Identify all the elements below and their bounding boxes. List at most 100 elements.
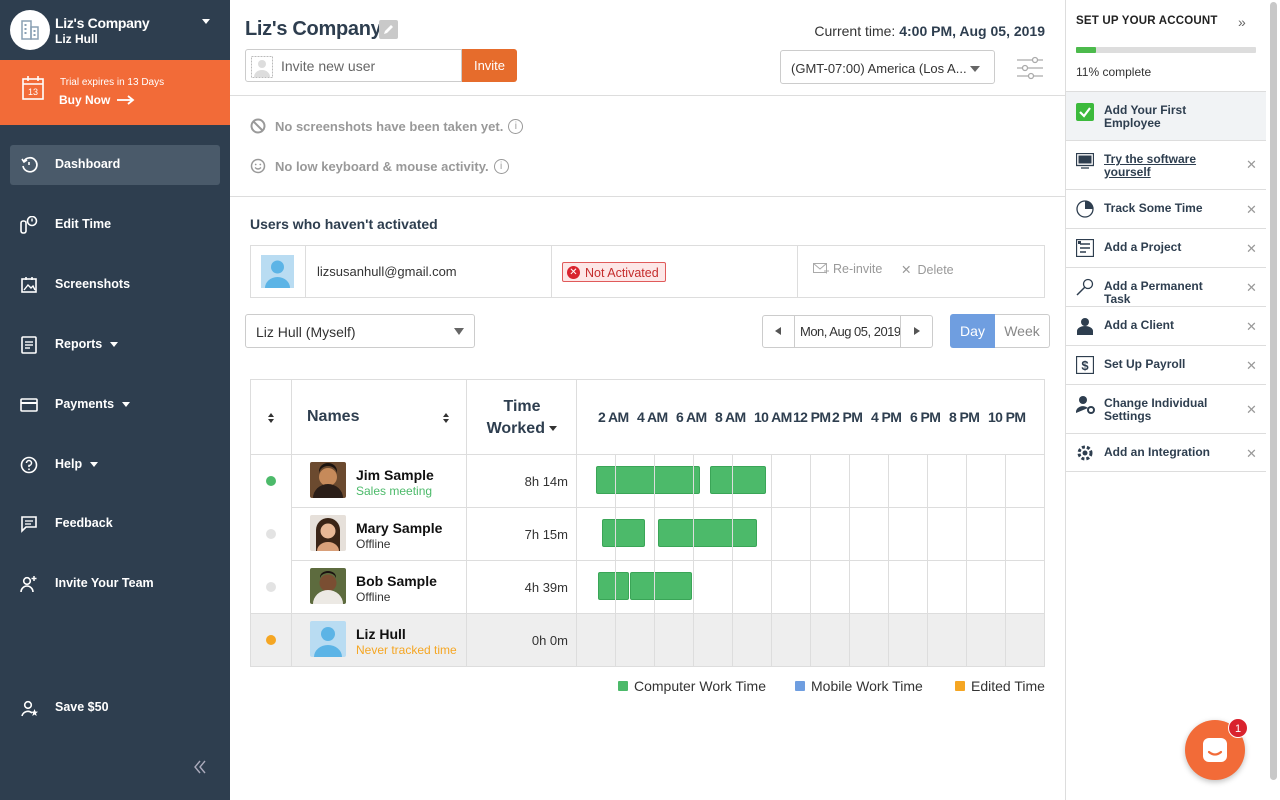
divider bbox=[466, 380, 467, 666]
hour-gridline bbox=[927, 455, 928, 666]
current-user-name: Liz Hull bbox=[55, 31, 98, 46]
project-icon bbox=[1076, 239, 1094, 257]
chevron-down-icon bbox=[90, 462, 99, 468]
chevron-down-icon bbox=[970, 66, 980, 72]
sidebar-item-label: Help bbox=[55, 457, 99, 471]
setup-step-try-software[interactable]: Try the software yourself ✕ bbox=[1066, 140, 1266, 189]
trial-banner[interactable]: 13 Trial expires in 13 Days Buy Now bbox=[0, 60, 230, 125]
time-worked-header[interactable]: Time Worked bbox=[467, 396, 577, 440]
status-dot bbox=[266, 635, 276, 645]
sidebar-item-label: Reports bbox=[55, 337, 119, 351]
sidebar-item-invite-team[interactable]: Invite Your Team bbox=[10, 564, 220, 604]
payments-icon bbox=[20, 398, 38, 412]
employee-status: Never tracked time bbox=[356, 643, 457, 657]
buy-now-link[interactable]: Buy Now bbox=[59, 93, 135, 107]
arrow-right-icon bbox=[117, 95, 135, 105]
close-icon[interactable]: ✕ bbox=[1246, 402, 1257, 417]
no-screenshots-notice: No screenshots have been taken yet. i bbox=[250, 118, 524, 134]
help-icon bbox=[20, 456, 38, 474]
hour-label: 6 AM bbox=[676, 409, 707, 425]
hour-label: 2 AM bbox=[598, 409, 629, 425]
progress-fill bbox=[1076, 47, 1096, 53]
computer-work-bar[interactable] bbox=[710, 466, 766, 494]
settings-sliders-icon[interactable] bbox=[1017, 56, 1043, 80]
pin-icon bbox=[1076, 278, 1094, 296]
hour-gridline bbox=[849, 455, 850, 666]
collapse-sidebar-icon[interactable] bbox=[193, 760, 207, 774]
close-circle-icon: ✕ bbox=[567, 266, 580, 279]
setup-step-track-time[interactable]: Track Some Time ✕ bbox=[1066, 189, 1266, 228]
close-icon[interactable]: ✕ bbox=[1246, 280, 1257, 295]
sidebar-item-label: Edit Time bbox=[55, 217, 112, 231]
week-view-button[interactable]: Week bbox=[995, 314, 1050, 348]
payments-label: Payments bbox=[55, 397, 115, 411]
sidebar-item-reports[interactable]: Reports bbox=[10, 325, 220, 365]
sidebar-item-save[interactable]: Save $50 bbox=[10, 688, 220, 728]
scrollbar-thumb[interactable] bbox=[1270, 2, 1277, 780]
previous-day-button[interactable] bbox=[763, 316, 795, 347]
info-icon[interactable]: i bbox=[493, 158, 509, 174]
company-logo-icon bbox=[10, 10, 50, 50]
computer-work-bar[interactable] bbox=[602, 519, 645, 547]
company-switcher[interactable]: Liz's Company Liz Hull bbox=[0, 0, 230, 60]
chat-icon bbox=[1203, 738, 1227, 762]
close-icon[interactable]: ✕ bbox=[1246, 157, 1257, 172]
table-cell bbox=[552, 246, 798, 297]
no-activity-text: No low keyboard & mouse activity. bbox=[275, 158, 489, 174]
hour-gridline bbox=[732, 455, 733, 666]
setup-step-label: Add a Client bbox=[1104, 318, 1175, 332]
day-view-button[interactable]: Day bbox=[950, 314, 995, 348]
sidebar-item-payments[interactable]: Payments bbox=[10, 385, 220, 425]
computer-work-bar[interactable] bbox=[658, 519, 757, 547]
delete-label: Delete bbox=[917, 263, 954, 277]
timezone-select[interactable]: (GMT-07:00) America (Los A... bbox=[780, 50, 995, 84]
invite-button[interactable]: Invite bbox=[462, 49, 517, 82]
invite-user-input[interactable]: Invite new user bbox=[245, 49, 462, 82]
computer-work-bar[interactable] bbox=[596, 466, 700, 494]
setup-step-individual-settings[interactable]: Change Individual Settings ✕ bbox=[1066, 384, 1266, 433]
close-icon[interactable]: ✕ bbox=[1246, 446, 1257, 461]
employee-name[interactable]: Liz Hull bbox=[356, 626, 406, 642]
names-header[interactable]: Names bbox=[307, 408, 360, 425]
status-badge: ✕ Not Activated bbox=[562, 262, 666, 282]
sidebar-item-feedback[interactable]: Feedback bbox=[10, 504, 220, 544]
computer-work-bar[interactable] bbox=[630, 572, 692, 600]
delete-button[interactable]: ✕ Delete bbox=[901, 262, 954, 277]
setup-step-add-employee[interactable]: Add Your First Employee bbox=[1066, 91, 1266, 140]
employee-name[interactable]: Bob Sample bbox=[356, 573, 437, 589]
buy-now-label: Buy Now bbox=[59, 93, 111, 107]
legend-edited: Edited Time bbox=[955, 678, 1045, 694]
close-icon[interactable]: ✕ bbox=[1246, 358, 1257, 373]
setup-step-add-project[interactable]: Add a Project ✕ bbox=[1066, 228, 1266, 267]
close-icon[interactable]: ✕ bbox=[1246, 241, 1257, 256]
setup-step-permanent-task[interactable]: Add a Permanent Task ✕ bbox=[1066, 267, 1266, 306]
edit-pencil-icon[interactable] bbox=[379, 20, 398, 39]
close-icon[interactable]: ✕ bbox=[1246, 202, 1257, 217]
divider bbox=[230, 196, 1065, 197]
user-select[interactable]: Liz Hull (Myself) bbox=[245, 314, 475, 348]
sidebar-item-dashboard[interactable]: Dashboard bbox=[10, 145, 220, 185]
computer-work-bar[interactable] bbox=[598, 572, 629, 600]
date-picker[interactable]: Mon, Aug 05, 2019 bbox=[800, 324, 901, 339]
sidebar-item-edit-time[interactable]: Edit Time bbox=[10, 205, 220, 245]
sidebar-item-screenshots[interactable]: Screenshots bbox=[10, 265, 220, 305]
sort-icon[interactable] bbox=[268, 413, 274, 423]
reinvite-button[interactable]: Re-invite bbox=[813, 262, 882, 276]
sort-icon[interactable] bbox=[443, 413, 449, 423]
employee-name[interactable]: Jim Sample bbox=[356, 467, 434, 483]
setup-step-integration[interactable]: Add an Integration ✕ bbox=[1066, 433, 1266, 472]
chevron-down-icon bbox=[202, 19, 210, 24]
close-icon[interactable]: ✕ bbox=[1246, 319, 1257, 334]
scrollbar[interactable] bbox=[1267, 0, 1280, 800]
employee-name[interactable]: Mary Sample bbox=[356, 520, 443, 536]
sidebar-item-help[interactable]: Help bbox=[10, 445, 220, 485]
reinvite-label: Re-invite bbox=[833, 262, 883, 276]
next-day-button[interactable] bbox=[900, 316, 932, 347]
collapse-panel-icon[interactable]: » bbox=[1238, 14, 1246, 30]
info-icon[interactable]: i bbox=[508, 118, 524, 134]
setup-step-payroll[interactable]: $ Set Up Payroll ✕ bbox=[1066, 345, 1266, 384]
computer-icon bbox=[1076, 153, 1094, 169]
company-name: Liz's Company bbox=[55, 14, 150, 31]
not-activated-table: lizsusanhull@gmail.com ✕ Not Activated Re… bbox=[250, 245, 1045, 298]
setup-step-add-client[interactable]: Add a Client ✕ bbox=[1066, 306, 1266, 345]
